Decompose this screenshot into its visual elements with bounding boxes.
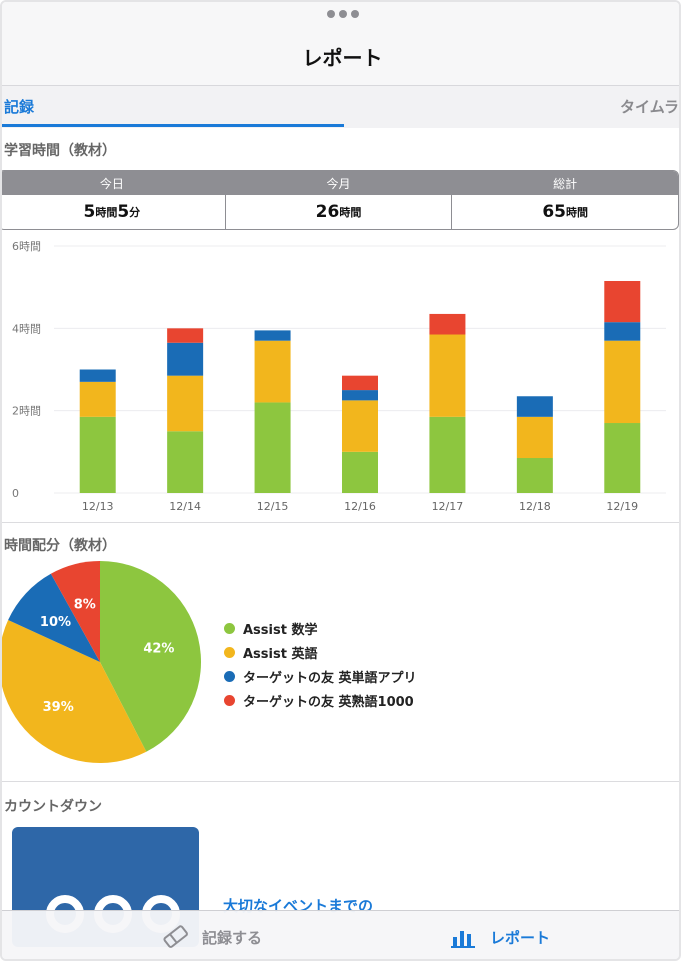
legend-item-word-app: ターゲットの友 英単語アプリ xyxy=(224,664,417,688)
stat-today: 今日 5 時間 5 分 xyxy=(2,171,226,229)
tab-report[interactable]: レポート xyxy=(450,925,550,949)
legend-dot xyxy=(224,646,235,658)
bar-segment xyxy=(342,400,378,452)
legend-dot xyxy=(224,622,235,634)
legend-label: ターゲットの友 英単語アプリ xyxy=(243,670,417,686)
bar-segment xyxy=(167,342,204,376)
bottom-tab-bar: 記録する レポート xyxy=(2,910,679,959)
stat-month-label: 今月 xyxy=(225,171,452,195)
more-icon[interactable] xyxy=(327,9,359,19)
bar-segment xyxy=(604,423,641,493)
tab-report-label: レポート xyxy=(490,928,551,947)
section-divider xyxy=(2,781,679,782)
countdown-title: カウントダウン xyxy=(4,799,102,815)
legend-label: Assist 英語 xyxy=(243,646,318,662)
bar-segment xyxy=(342,390,378,401)
tab-records[interactable]: 記録 xyxy=(4,98,35,116)
stat-total-label: 総計 xyxy=(452,171,678,195)
bar-segment xyxy=(167,431,204,493)
legend-label: Assist 数学 xyxy=(243,622,318,638)
y-tick-label: 0 xyxy=(12,487,19,500)
stat-total-value: 65 時間 xyxy=(542,202,589,222)
bar-segment xyxy=(79,416,116,493)
y-tick-label: 2時間 xyxy=(12,405,41,418)
legend-item-english: Assist 英語 xyxy=(224,640,417,664)
bar-segment xyxy=(516,396,553,417)
bar-segment xyxy=(342,451,378,493)
study-time-bar-chart: 0 2時間 4時間 6時間 12/13 12/14 12/15 12/16 12/17 12/18… xyxy=(2,234,679,524)
legend-item-idiom-1000: ターゲットの友 英熟語1000 xyxy=(224,688,417,712)
tab-record-label: 記録する xyxy=(202,928,263,947)
navigation-bar: レポート xyxy=(2,2,679,86)
bar-segment xyxy=(167,328,204,343)
pie-legend: Assist 数学 Assist 英語 ターゲットの友 英単語アプリ ターゲット… xyxy=(224,616,417,712)
time-distribution-pie-chart: 42% 39% 10% 8% xyxy=(2,557,217,772)
bar-segment xyxy=(429,313,466,335)
x-tick-label: 12/17 xyxy=(432,500,464,513)
bar-segment xyxy=(516,416,553,459)
study-time-title: 学習時間（教材） xyxy=(4,143,116,159)
bar-segment xyxy=(254,330,291,341)
bar-chart-icon xyxy=(451,931,475,948)
eraser-icon xyxy=(163,925,188,948)
x-tick-label: 12/16 xyxy=(344,500,376,513)
legend-dot xyxy=(224,694,235,706)
legend-label: ターゲットの友 英熟語1000 xyxy=(243,694,414,710)
bar-segment xyxy=(342,375,378,391)
bar-segment xyxy=(254,340,291,403)
bar-segment xyxy=(604,322,641,341)
pie-slice xyxy=(50,561,100,662)
bar-segment xyxy=(429,416,466,493)
distribution-title: 時間配分（教材） xyxy=(4,538,116,554)
stat-today-value: 5 時間 5 分 xyxy=(83,202,141,222)
bar-segment xyxy=(429,334,466,417)
bar-segment xyxy=(254,402,291,493)
stat-today-label: 今日 xyxy=(2,171,225,195)
x-tick-label: 12/13 xyxy=(82,500,114,513)
legend-dot xyxy=(224,670,235,682)
x-tick-label: 12/14 xyxy=(169,500,201,513)
stat-total: 総計 65 時間 xyxy=(452,171,678,229)
bar-segment xyxy=(516,458,553,493)
bar-segment xyxy=(604,280,641,323)
study-time-summary: 今日 5 時間 5 分 今月 26 時間 総計 65 時間 xyxy=(2,170,679,230)
tab-timeline[interactable]: タイムラ xyxy=(620,98,679,116)
page-title: レポート xyxy=(302,46,383,70)
bar-segment xyxy=(167,375,204,432)
x-tick-label: 12/18 xyxy=(519,500,551,513)
pie-slice-label: 8% xyxy=(74,597,96,612)
pie-slice xyxy=(8,573,101,662)
pie-slice-label: 39% xyxy=(43,700,74,715)
legend-item-math: Assist 数学 xyxy=(224,616,417,640)
segment-tabs: 記録 タイムラ xyxy=(2,86,679,128)
pie-slice xyxy=(100,561,201,752)
bar-chart-canvas: 0 2時間 4時間 6時間 12/13 12/14 12/15 12/16 12/17 12/18… xyxy=(12,240,666,513)
active-tab-indicator xyxy=(2,124,344,127)
pie-chart-canvas: 42% 39% 10%8% xyxy=(2,561,201,763)
tab-record[interactable]: 記録する xyxy=(162,925,262,949)
bar-segment xyxy=(79,369,116,382)
y-tick-label: 6時間 xyxy=(12,240,41,253)
bar-segment xyxy=(604,340,641,424)
bar-segment xyxy=(79,381,116,417)
y-tick-label: 4時間 xyxy=(12,322,41,335)
x-tick-label: 12/19 xyxy=(606,500,638,513)
x-tick-label: 12/15 xyxy=(257,500,289,513)
stat-month-value: 26 時間 xyxy=(315,202,362,222)
pie-slice xyxy=(2,620,147,763)
stat-month: 今月 26 時間 xyxy=(225,171,453,229)
section-divider xyxy=(2,522,679,523)
pie-slice-label: 42% xyxy=(143,642,174,657)
pie-slice-label: 10% xyxy=(40,615,71,630)
